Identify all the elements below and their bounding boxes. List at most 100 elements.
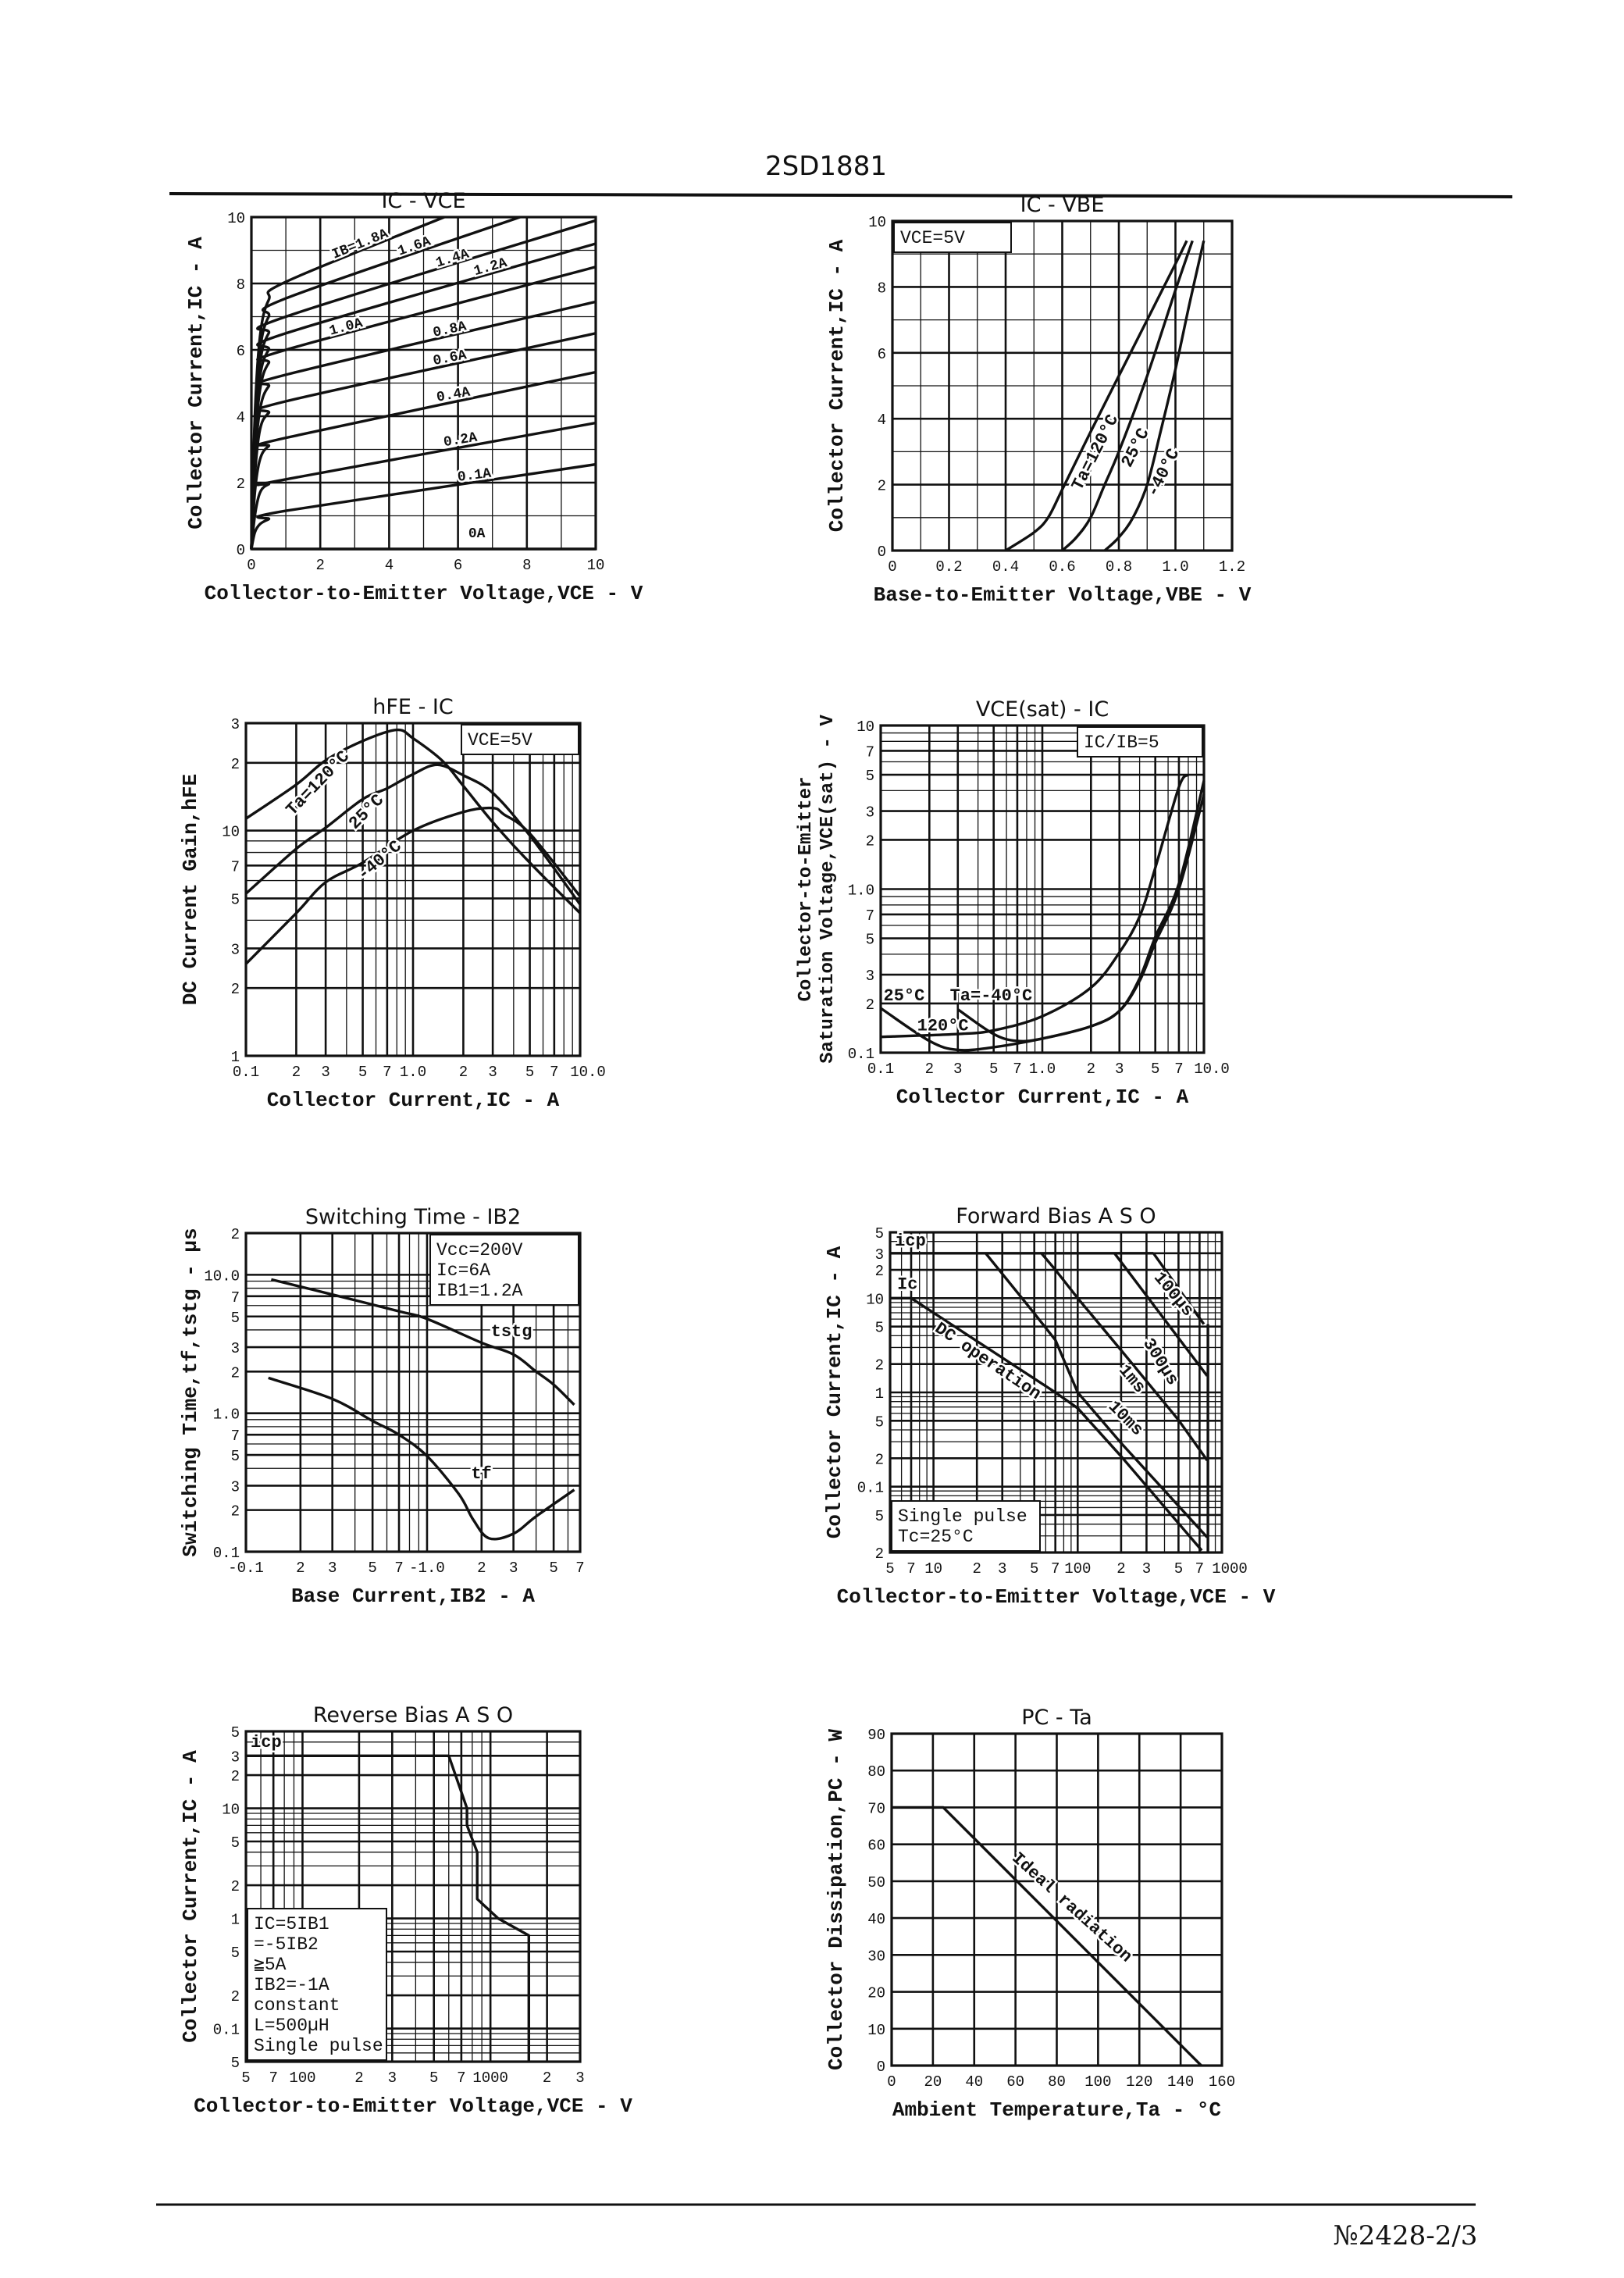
- series-label: 120°C: [917, 1016, 969, 1036]
- chart-5: -0.1 2 3 5 7 -1.0 2 3 5 7 0.1 2 3 5 7 1.0 2 3 5 7 10.0 2 Switc…: [179, 1205, 585, 1608]
- x-tick-label: 5: [989, 1061, 998, 1078]
- conditions-frame: [247, 1908, 387, 2061]
- y-tick-label: 8: [878, 280, 886, 297]
- series-line: [245, 728, 582, 914]
- condition-text: IC=5IB1: [254, 1914, 329, 1934]
- y-tick-label: 10: [868, 214, 886, 231]
- x-tick-label: 2: [543, 2069, 551, 2087]
- x-tick-label: 5: [368, 1560, 376, 1577]
- y-tick-label: 2: [866, 832, 874, 850]
- x-axis-label: Collector Current,IC - A: [896, 1086, 1189, 1109]
- y-tick-label: 60: [867, 1838, 885, 1855]
- y-tick-label: 5: [875, 1320, 884, 1337]
- series-line: [250, 462, 597, 550]
- x-tick-label: -1.0: [409, 1560, 445, 1577]
- series-label: 10ms: [1104, 1397, 1147, 1440]
- conditions-box: VCE=5V: [893, 222, 1012, 253]
- x-tick-label: 8: [522, 557, 531, 574]
- x-tick-label: 20: [924, 2073, 942, 2091]
- series-label: 25°C: [1117, 425, 1153, 470]
- condition-text: IB1=1.2A: [436, 1281, 523, 1301]
- x-tick-label: 1000: [1212, 1560, 1248, 1577]
- series-label: DC operation: [931, 1319, 1044, 1404]
- series-line: [1103, 240, 1206, 552]
- y-tick-label: 0: [878, 544, 886, 561]
- y-tick-label: 5: [231, 1448, 240, 1465]
- condition-text: constant: [254, 1995, 340, 2016]
- series-label: -40°C: [354, 836, 406, 885]
- plot-frame: [244, 722, 582, 1057]
- conditions-box: VCE=5V: [461, 724, 579, 755]
- x-tick-label: 5: [429, 2069, 438, 2087]
- series-label: IB=1.8A: [330, 226, 391, 263]
- y-tick-label: 3: [231, 716, 240, 733]
- x-tick-label: 100: [1064, 1560, 1091, 1577]
- condition-text: IC/IB=5: [1084, 733, 1159, 753]
- x-tick-label: 10: [587, 557, 605, 574]
- plot-frame: [244, 1730, 582, 2063]
- series-label: tstg: [491, 1322, 532, 1342]
- x-tick-label: 0.4: [992, 558, 1019, 576]
- series-line: [270, 1278, 575, 1406]
- y-tick-label: 2: [875, 1357, 884, 1374]
- series-label: icp: [251, 1733, 282, 1752]
- y-axis-label: Collector Current,IC - A: [825, 239, 849, 532]
- conditions-frame: [893, 222, 1012, 253]
- y-tick-label: 3: [231, 1749, 240, 1766]
- x-tick-label: 5: [885, 1560, 894, 1577]
- y-tick-label: 2: [231, 756, 240, 773]
- chart-title: IC - VCE: [381, 189, 465, 213]
- x-tick-label: 10.0: [1194, 1061, 1230, 1078]
- y-tick-label: 2: [866, 996, 874, 1014]
- y-tick-label: 5: [866, 768, 874, 785]
- x-tick-label: 7: [1013, 1061, 1021, 1078]
- condition-text: ≧5A: [254, 1955, 287, 1975]
- x-tick-label: 7: [575, 1560, 584, 1577]
- series-line: [1113, 1252, 1209, 1377]
- y-tick-label: 0: [237, 542, 245, 559]
- y-tick-label: 10.0: [204, 1267, 240, 1285]
- series-line: [956, 780, 1206, 1043]
- chart-4: 0.1 2 3 5 7 1.0 2 3 5 7 10.00.123571.0235710VCE(sa…: [796, 697, 1230, 1109]
- x-tick-label: 0.1: [233, 1064, 259, 1081]
- series-label: 0.4A: [436, 385, 472, 406]
- chart-title: Forward Bias A S O: [956, 1204, 1156, 1228]
- y-tick-label: 2: [878, 478, 886, 495]
- series-line: [246, 1754, 530, 2062]
- y-tick-label: 5: [231, 1945, 240, 1962]
- x-tick-label: 0: [888, 558, 896, 576]
- y-axis-label-2: Saturation Voltage,VCE(sat) - V: [817, 715, 839, 1064]
- x-tick-label: 2: [1116, 1560, 1125, 1577]
- y-axis-label: Collector Current,IC - A: [184, 237, 208, 529]
- y-tick-label: 20: [867, 1985, 885, 2002]
- y-tick-label: 6: [878, 346, 886, 363]
- y-tick-label: 1: [231, 1912, 240, 1929]
- y-tick-label: 0.1: [848, 1046, 874, 1063]
- y-tick-label: 2: [231, 1226, 240, 1243]
- y-tick-label: 1.0: [848, 882, 874, 900]
- condition-text: =-5IB2: [254, 1934, 319, 1955]
- x-tick-label: 2: [296, 1560, 304, 1577]
- plot-frame: [890, 1732, 1223, 2067]
- x-tick-label: 3: [953, 1061, 962, 1078]
- condition-text: Tc=25°C: [898, 1527, 974, 1547]
- x-tick-label: 7: [550, 1064, 558, 1081]
- x-tick-label: 3: [388, 2069, 397, 2087]
- y-tick-label: 5: [231, 891, 240, 908]
- x-tick-label: 80: [1048, 2073, 1066, 2091]
- series-label: Ta=120°C: [283, 747, 354, 820]
- header-rule: [169, 192, 1513, 198]
- chart-8: 0 20 40 60 80 100 120 140 160 0 10 20 30 40 50 60 70 80 90…: [824, 1706, 1235, 2122]
- y-tick-label: 0.1: [857, 1480, 884, 1497]
- x-tick-label: 2: [925, 1061, 934, 1078]
- x-tick-label: 2: [477, 1560, 486, 1577]
- x-tick-label: 3: [328, 1560, 337, 1577]
- conditions-frame: [1077, 726, 1203, 758]
- y-tick-label: 5: [231, 2055, 240, 2072]
- y-tick-label: 0: [877, 2059, 885, 2076]
- series-label: 0.8A: [432, 319, 468, 341]
- y-tick-label: 0.1: [213, 2022, 240, 2039]
- series-line: [250, 370, 597, 550]
- chart-2: 0 0.2 0.4 0.6 0.8 1.0 1.2 0 2 4 6 8 10 IC - VBE Base-t…: [825, 193, 1252, 607]
